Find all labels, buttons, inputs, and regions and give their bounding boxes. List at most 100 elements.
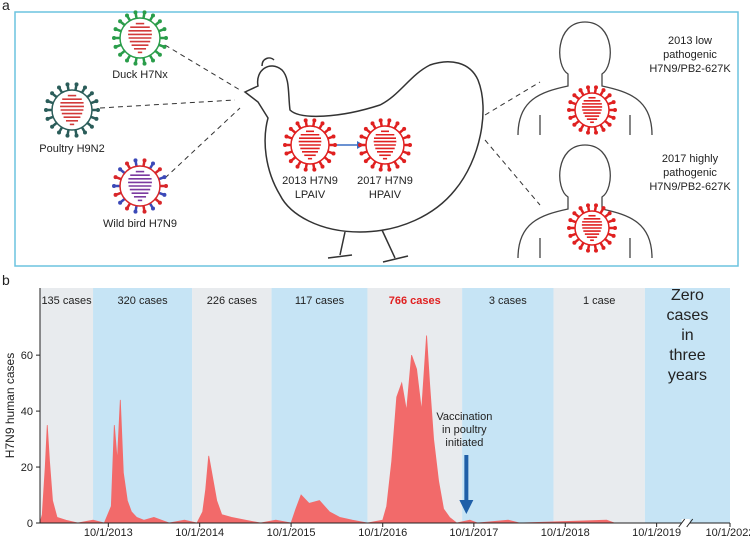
virus-spike-tip: [320, 121, 325, 126]
virus-spike-tip: [572, 93, 577, 98]
virus-spike-tip: [601, 245, 606, 250]
virus: [283, 118, 337, 172]
panel-label: a: [2, 0, 10, 13]
virus-spike-tip: [288, 126, 293, 131]
virus-spike-tip: [94, 99, 99, 104]
virus-spike-tip: [395, 164, 400, 169]
virus-spike-tip: [402, 159, 407, 164]
virus-spike-tip: [611, 233, 616, 238]
chicken-comb: [261, 57, 275, 67]
x-tick-label: 10/1/2022: [706, 527, 750, 539]
virus-spike-tip: [162, 175, 167, 180]
virus: [112, 158, 168, 214]
transmission-lines: [99, 44, 541, 206]
virus-spike-tip: [50, 124, 55, 129]
virus-spike-tip: [611, 218, 616, 223]
virus-spike-tip: [593, 203, 598, 208]
panel-a-frame: [14, 11, 739, 267]
virus-spike-tip: [593, 130, 598, 135]
annotation-arrow-head: [459, 500, 474, 514]
virus-spike-tip: [303, 167, 308, 172]
virus-spike-tip: [601, 88, 606, 93]
virus-spike-tip: [94, 116, 99, 121]
annotation-text: in poultry: [442, 424, 487, 436]
y-axis-title: H7N9 human cases: [3, 353, 17, 458]
virus-spike-tip: [118, 200, 123, 205]
virus-spike-tip: [157, 52, 162, 57]
virus-spike-tip: [333, 143, 337, 147]
virus-spike-tip: [567, 108, 571, 112]
dashed-link: [484, 139, 541, 206]
virus-spike-tip: [303, 118, 308, 123]
virus: [358, 118, 412, 172]
x-tick-label: 10/1/2018: [541, 527, 590, 539]
y-tick-label: 60: [21, 350, 33, 362]
virus-spike-tip: [151, 206, 155, 211]
virus-spike-tip: [283, 143, 287, 147]
period-label: Zero: [671, 287, 704, 304]
virus-spike-tip: [162, 27, 167, 32]
virus-spike-tip: [578, 245, 583, 250]
virus: [44, 82, 100, 138]
virus-spike-tip: [288, 159, 293, 164]
humans: [517, 21, 653, 259]
virus-spike-tip: [613, 226, 617, 230]
cases-area: [39, 335, 730, 524]
period-label: 766 cases: [389, 295, 441, 307]
period-label: three: [669, 347, 706, 364]
virus-spike-tip: [572, 211, 577, 216]
virus-spike-tip: [578, 206, 583, 211]
virus-spike-tip: [593, 85, 598, 90]
human-label: 2013 low: [668, 35, 712, 47]
virus-spike-tip: [164, 36, 168, 40]
virus-spike-tip: [408, 143, 412, 147]
virus-spike-tip: [406, 151, 411, 156]
virus-spike-tip: [593, 248, 598, 253]
virus-spike-tip: [358, 143, 362, 147]
x-tick-label: 10/1/2019: [632, 527, 681, 539]
virus-spike-tip: [607, 211, 612, 216]
virus-spike-tip: [83, 85, 87, 90]
virus-spike-tip: [567, 226, 571, 230]
virus-spike-tip: [611, 100, 616, 105]
y-tick-label: 20: [21, 462, 33, 474]
period-band: [192, 288, 272, 523]
virus-spike-tip: [359, 134, 364, 139]
virus-spike-tip: [113, 175, 118, 180]
virus-spike-tip: [89, 124, 94, 129]
source-label: Duck H7Nx: [112, 69, 168, 81]
virus-spike-tip: [295, 121, 300, 126]
virus-spike-tip: [284, 151, 289, 156]
period-label: years: [668, 367, 707, 384]
chicken-legs: [327, 229, 409, 263]
virus-spike-tip: [157, 19, 162, 24]
virus-spike-tip: [284, 134, 289, 139]
virus-spike-tip: [327, 126, 332, 131]
virus-spike-tip: [89, 91, 94, 96]
virus-spike-tip: [65, 82, 70, 87]
x-tick-label: 10/1/2015: [267, 527, 316, 539]
virus-spike-tip: [118, 52, 123, 57]
virus-spike-tip: [157, 167, 162, 172]
annotation-text: initiated: [445, 437, 483, 449]
period-label: 1 case: [583, 295, 615, 307]
virus-spike-tip: [44, 108, 48, 112]
chart: 135 cases 320 cases 226 cases 117 cases 766 …: [3, 288, 750, 539]
virus-spike-tip: [295, 164, 300, 169]
virus-spike-tip: [125, 58, 129, 63]
virus-spike-tip: [142, 158, 147, 163]
virus-spike-tip: [331, 134, 336, 139]
virus-spike-tip: [607, 240, 612, 245]
human-outline: [517, 144, 653, 259]
virus-spike-tip: [151, 13, 155, 18]
virus-spike-tip: [133, 209, 138, 214]
period-band: [553, 288, 645, 523]
virus-label: 2013 H7N9: [282, 175, 338, 187]
virus-spike-tip: [118, 19, 123, 24]
virus-spike-tip: [57, 130, 61, 135]
virus: [567, 85, 617, 135]
virus-spike-tip: [572, 240, 577, 245]
period-label: in: [681, 327, 693, 344]
virus-spike-tip: [378, 118, 383, 123]
dashed-link: [164, 44, 241, 91]
